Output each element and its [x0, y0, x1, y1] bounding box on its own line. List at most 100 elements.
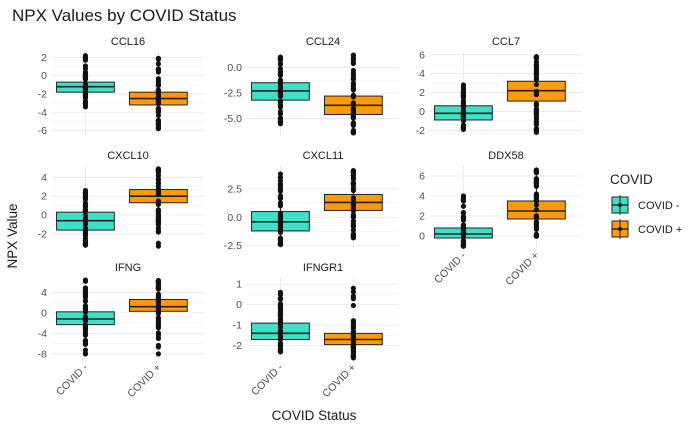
data-point — [533, 112, 540, 118]
box-covid-neg — [56, 53, 115, 110]
data-point — [82, 203, 89, 209]
data-point — [82, 351, 89, 357]
data-point — [155, 344, 161, 350]
data-point — [155, 212, 161, 218]
data-point — [155, 335, 161, 342]
facet-panel-cxcl10: CXCL10 4 2 0 -2 — [38, 150, 204, 249]
data-point — [350, 85, 356, 91]
facet-strip-label: CCL16 — [111, 36, 145, 48]
y-tick-label: -2 — [38, 228, 47, 240]
data-point — [277, 171, 284, 177]
data-point — [277, 61, 284, 68]
data-point — [277, 349, 284, 355]
data-point — [460, 238, 467, 244]
y-tick-label: 2 — [419, 87, 425, 99]
data-point — [533, 183, 540, 189]
data-point — [82, 298, 89, 304]
data-point — [277, 203, 284, 209]
facet-strip-label: CXCL10 — [107, 150, 149, 162]
data-point — [533, 122, 540, 128]
data-point — [460, 118, 467, 124]
y-tick-label: 6 — [419, 49, 425, 61]
data-point — [277, 289, 284, 295]
data-point — [460, 82, 467, 88]
data-point — [533, 167, 540, 173]
data-point — [277, 185, 284, 191]
data-point — [350, 76, 356, 82]
y-tick-label: -2 — [416, 125, 425, 137]
box-covid-pos — [324, 167, 383, 241]
facet-panel-ccl24: CCL24 0.0 -2.5 -5.0 — [224, 36, 399, 136]
data-point — [155, 66, 161, 72]
y-tick-label: -5.0 — [224, 113, 242, 125]
y-tick-label: 0 — [41, 210, 47, 222]
box-covid-pos — [324, 52, 383, 136]
data-point — [350, 80, 356, 86]
data-point — [277, 72, 284, 79]
box-covid-neg — [251, 54, 310, 127]
facet-panel-cxcl11: CXCL11 2.5 0.0 -2.5 — [224, 150, 399, 252]
data-point — [82, 235, 89, 242]
data-point — [350, 52, 356, 58]
y-tick-label: -2 — [38, 89, 47, 101]
data-point — [350, 122, 356, 128]
data-point — [155, 82, 161, 88]
box-covid-pos — [129, 166, 188, 249]
data-point — [460, 108, 467, 114]
data-point — [82, 305, 89, 312]
data-point — [82, 277, 89, 283]
x-tick-label: COVID - — [249, 361, 286, 398]
data-point — [350, 347, 356, 353]
data-point — [82, 217, 89, 223]
data-point — [533, 207, 540, 213]
data-point — [155, 243, 161, 249]
data-point — [277, 327, 284, 333]
facet-panel-ifng: IFNG 4 0 -4 -8 COVID - COVID + — [38, 262, 204, 400]
data-point — [82, 332, 89, 338]
data-point — [277, 66, 284, 72]
data-point — [350, 227, 356, 233]
y-tick-label: 0 — [236, 299, 242, 311]
data-point — [277, 340, 284, 346]
data-point — [82, 82, 89, 88]
data-point — [155, 310, 161, 317]
facet-strip-label: CCL7 — [492, 36, 520, 48]
y-tick-label: -2.5 — [224, 240, 242, 252]
y-tick-label: 4 — [41, 172, 47, 184]
data-point — [155, 293, 161, 299]
data-point — [277, 227, 284, 233]
data-point — [533, 233, 540, 239]
data-point — [155, 277, 161, 284]
data-point — [460, 203, 467, 209]
data-point — [350, 176, 356, 182]
data-point — [460, 94, 467, 100]
x-tick-label: COVID - — [54, 361, 91, 398]
data-point — [350, 172, 356, 178]
data-point — [155, 208, 161, 214]
data-point — [82, 315, 89, 321]
data-point — [350, 231, 356, 237]
data-point — [155, 303, 161, 309]
legend-point — [618, 203, 622, 207]
data-point — [82, 323, 89, 329]
data-point — [350, 285, 356, 291]
data-point — [155, 61, 161, 67]
data-point — [277, 214, 284, 220]
data-point — [533, 62, 540, 68]
chart-title: NPX Values by COVID Status — [12, 6, 237, 25]
data-point — [82, 89, 89, 95]
facet-strip-label: IFNG — [115, 262, 141, 274]
box-covid-neg — [434, 82, 493, 132]
data-point — [277, 121, 284, 127]
data-point — [155, 228, 161, 235]
data-point — [460, 86, 467, 92]
data-point — [277, 317, 284, 323]
data-point — [82, 57, 89, 63]
data-point — [533, 76, 540, 82]
data-point — [277, 313, 284, 319]
data-point — [460, 122, 467, 129]
data-point — [350, 94, 356, 100]
data-point — [533, 81, 540, 88]
data-point — [533, 54, 540, 60]
x-axis-title: COVID Status — [272, 408, 357, 423]
